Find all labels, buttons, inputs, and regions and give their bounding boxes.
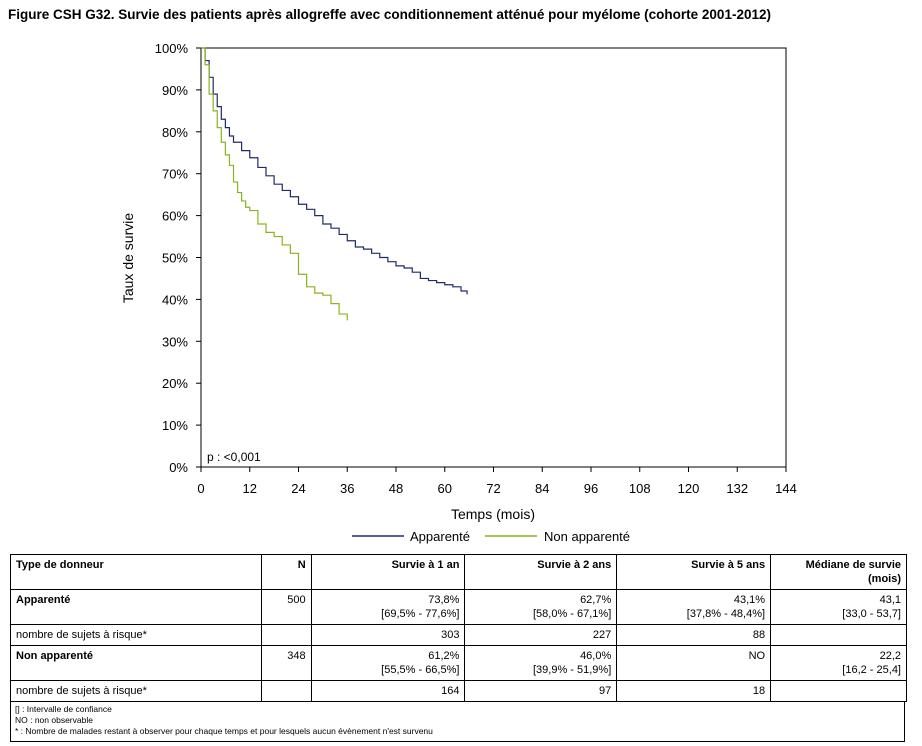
y-tick-label: 40% (162, 292, 188, 307)
cell-ci: [55,5% - 66,5%] (381, 664, 460, 676)
table-row: nombre de sujets à risque* 303 227 88 (10, 624, 907, 646)
table-cell: 88 (616, 624, 772, 646)
cell-value: NO (748, 650, 766, 662)
y-tick-label: 30% (162, 334, 188, 349)
cell-ci: [16,2 - 25,4] (842, 664, 901, 676)
table-header: Médiane de survie (mois) (770, 554, 907, 590)
table-cell: 164 (310, 680, 466, 702)
survival-table: Type de donneur N Survie à 1 an Survie à… (10, 554, 907, 702)
table-header-row: Type de donneur N Survie à 1 an Survie à… (10, 554, 907, 590)
table-cell: 303 (310, 624, 466, 646)
y-tick-label: 50% (162, 251, 188, 266)
y-tick-label: 60% (162, 209, 188, 224)
table-cell (770, 624, 907, 646)
table-cell: 97 (464, 680, 618, 702)
series-line-non-apparente (201, 47, 348, 321)
table-cell: 348 (260, 645, 312, 681)
table-cell: 46,0% [39,9% - 51,9%] (464, 645, 618, 681)
cell-value: 62,7% (580, 594, 612, 606)
table-cell: 73,8% [69,5% - 77,6%] (310, 589, 466, 625)
y-axis-label: Taux de survie (120, 213, 136, 303)
table-cell: 22,2 [16,2 - 25,4] (770, 645, 907, 681)
survival-chart: 0 12 24 36 48 60 72 84 96 108 120 132 144 0% 10% 20% 30%… (120, 41, 797, 544)
legend-label: Apparenté (410, 529, 470, 544)
y-tick-label: 90% (162, 83, 188, 98)
table-header: Survie à 5 ans (616, 554, 772, 590)
y-tick-label: 10% (162, 418, 188, 433)
x-tick-label: 12 (243, 481, 257, 496)
table-cell (260, 680, 312, 702)
table-cell: 18 (616, 680, 772, 702)
x-tick-label: 24 (291, 481, 305, 496)
chart-legend: Apparenté Non apparenté (352, 529, 630, 544)
table-cell: Non apparenté (10, 645, 262, 681)
cell-value: 43,1% (733, 594, 766, 606)
table-header: Type de donneur (10, 554, 262, 590)
table-cell (260, 624, 312, 646)
x-tick-label: 108 (629, 481, 651, 496)
table-header: N (260, 554, 312, 590)
x-tick-label: 144 (775, 481, 797, 496)
table-cell: 43,1 [33,0 - 53,7] (770, 589, 907, 625)
footnote: * : Nombre de malades restant à observer… (15, 726, 433, 736)
cell-value: 46,0% (580, 650, 612, 662)
table-cell: nombre de sujets à risque* (10, 680, 262, 702)
table-cell (770, 680, 907, 702)
table-cell: Apparenté (10, 589, 262, 625)
cell-ci: [58,0% - 67,1%] (532, 608, 612, 620)
table-cell: NO (616, 645, 772, 681)
p-value-annotation: p : <0,001 (207, 450, 261, 464)
table-cell: 62,7% [58,0% - 67,1%] (464, 589, 618, 625)
footnotes: [] : Intervalle de confiance NO : non ob… (10, 701, 905, 742)
cell-ci: [33,0 - 53,7] (842, 608, 901, 620)
x-tick-label: 0 (197, 481, 204, 496)
chart-axes (200, 47, 787, 468)
table-cell: 43,1% [37,8% - 48,4%] (616, 589, 772, 625)
figure-title: Figure CSH G32. Survie des patients aprè… (8, 7, 771, 22)
x-tick-label: 36 (340, 481, 354, 496)
table-cell: 500 (260, 589, 312, 625)
cell-value: 43,1 (879, 594, 901, 606)
x-tick-label: 96 (584, 481, 598, 496)
y-tick-label: 80% (162, 125, 188, 140)
cell-ci: [39,9% - 51,9%] (532, 664, 612, 676)
cell-ci: [69,5% - 77,6%] (381, 608, 460, 620)
y-tick-label: 100% (155, 41, 189, 56)
cell-value: 73,8% (428, 594, 460, 606)
y-tick-label: 0% (169, 460, 188, 475)
cell-value: 61,2% (428, 650, 460, 662)
x-tick-label: 60 (438, 481, 452, 496)
table-header: Survie à 1 an (310, 554, 466, 590)
plot-frame (200, 47, 787, 468)
x-axis-label: Temps (mois) (451, 506, 535, 522)
footnote: NO : non observable (15, 715, 93, 725)
footnote: [] : Intervalle de confiance (15, 704, 112, 714)
legend-label: Non apparenté (544, 529, 630, 544)
series-line-apparente (201, 47, 468, 295)
table-cell: 227 (464, 624, 618, 646)
table-row: Non apparenté 348 61,2% [55,5% - 66,5%] 4… (10, 645, 907, 681)
chart-ticks: 0 12 24 36 48 60 72 84 96 108 120 132 144 0% 10% 20% 30%… (155, 41, 797, 496)
chart-series (201, 47, 468, 321)
y-tick-label: 70% (162, 167, 188, 182)
x-tick-label: 120 (678, 481, 700, 496)
table-row: nombre de sujets à risque* 164 97 18 (10, 680, 907, 702)
cell-value: 22,2 (879, 650, 901, 662)
table-header: Survie à 2 ans (464, 554, 618, 590)
table-row: Apparenté 500 73,8% [69,5% - 77,6%] 62,7%… (10, 589, 907, 625)
table-cell: 61,2% [55,5% - 66,5%] (310, 645, 466, 681)
x-tick-label: 72 (486, 481, 500, 496)
table-cell: nombre de sujets à risque* (10, 624, 262, 646)
x-tick-label: 84 (535, 481, 549, 496)
y-tick-label: 20% (162, 376, 188, 391)
x-tick-label: 48 (389, 481, 403, 496)
x-tick-label: 132 (726, 481, 748, 496)
cell-ci: [37,8% - 48,4%] (686, 608, 766, 620)
